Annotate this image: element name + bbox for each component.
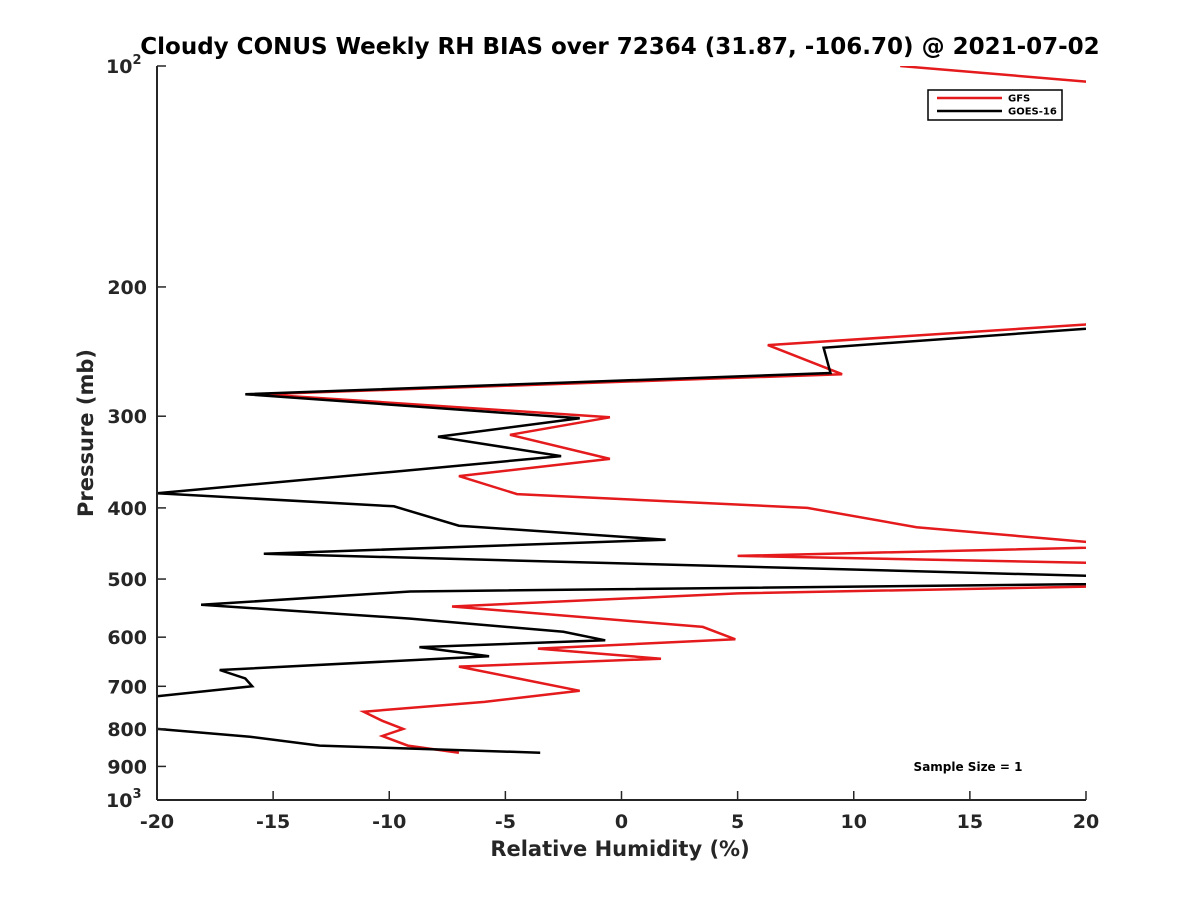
series-line-goes16	[157, 327, 1086, 754]
x-tick-label: 15	[957, 811, 983, 833]
x-axis-label: Relative Humidity (%)	[490, 837, 749, 861]
x-tick-label: 10	[841, 811, 867, 833]
sample-size-annotation: Sample Size = 1	[914, 760, 1023, 774]
x-tick-label: -20	[140, 811, 174, 833]
y-axis-ticks: 102 200 300 400 500 600 700 800 900 103	[106, 53, 166, 812]
x-tick-label: -5	[495, 811, 516, 833]
y-tick-label: 700	[107, 676, 147, 698]
y-tick-label: 300	[107, 406, 147, 428]
legend-label-gfs: GFS	[1008, 94, 1030, 105]
x-tick-label: -15	[256, 811, 290, 833]
y-tick-label: 600	[107, 627, 147, 649]
y-tick-label: 900	[107, 756, 147, 778]
y-tick-label: 800	[107, 719, 147, 741]
x-tick-label: 20	[1073, 811, 1099, 833]
y-tick-label: 200	[107, 277, 147, 299]
x-axis-ticks: -20 -15 -10 -5 0 5 10 15 20	[140, 791, 1099, 833]
plot-area	[157, 66, 1086, 800]
x-tick-label: 0	[615, 811, 628, 833]
legend: GFS GOES-16	[927, 89, 1063, 121]
y-tick-label: 500	[107, 569, 147, 591]
legend-box	[927, 89, 1063, 121]
series-layer	[157, 66, 1086, 754]
x-tick-label: -10	[372, 811, 406, 833]
y-axis-label: Pressure (mb)	[74, 349, 98, 517]
y-tick-label: 102	[106, 53, 142, 78]
legend-label-goes16: GOES-16	[1008, 107, 1057, 118]
y-tick-label: 103	[106, 787, 142, 812]
x-tick-label: 5	[731, 811, 744, 833]
y-tick-label: 400	[107, 498, 147, 520]
chart-title: Cloudy CONUS Weekly RH BIAS over 72364 (…	[140, 34, 1099, 60]
